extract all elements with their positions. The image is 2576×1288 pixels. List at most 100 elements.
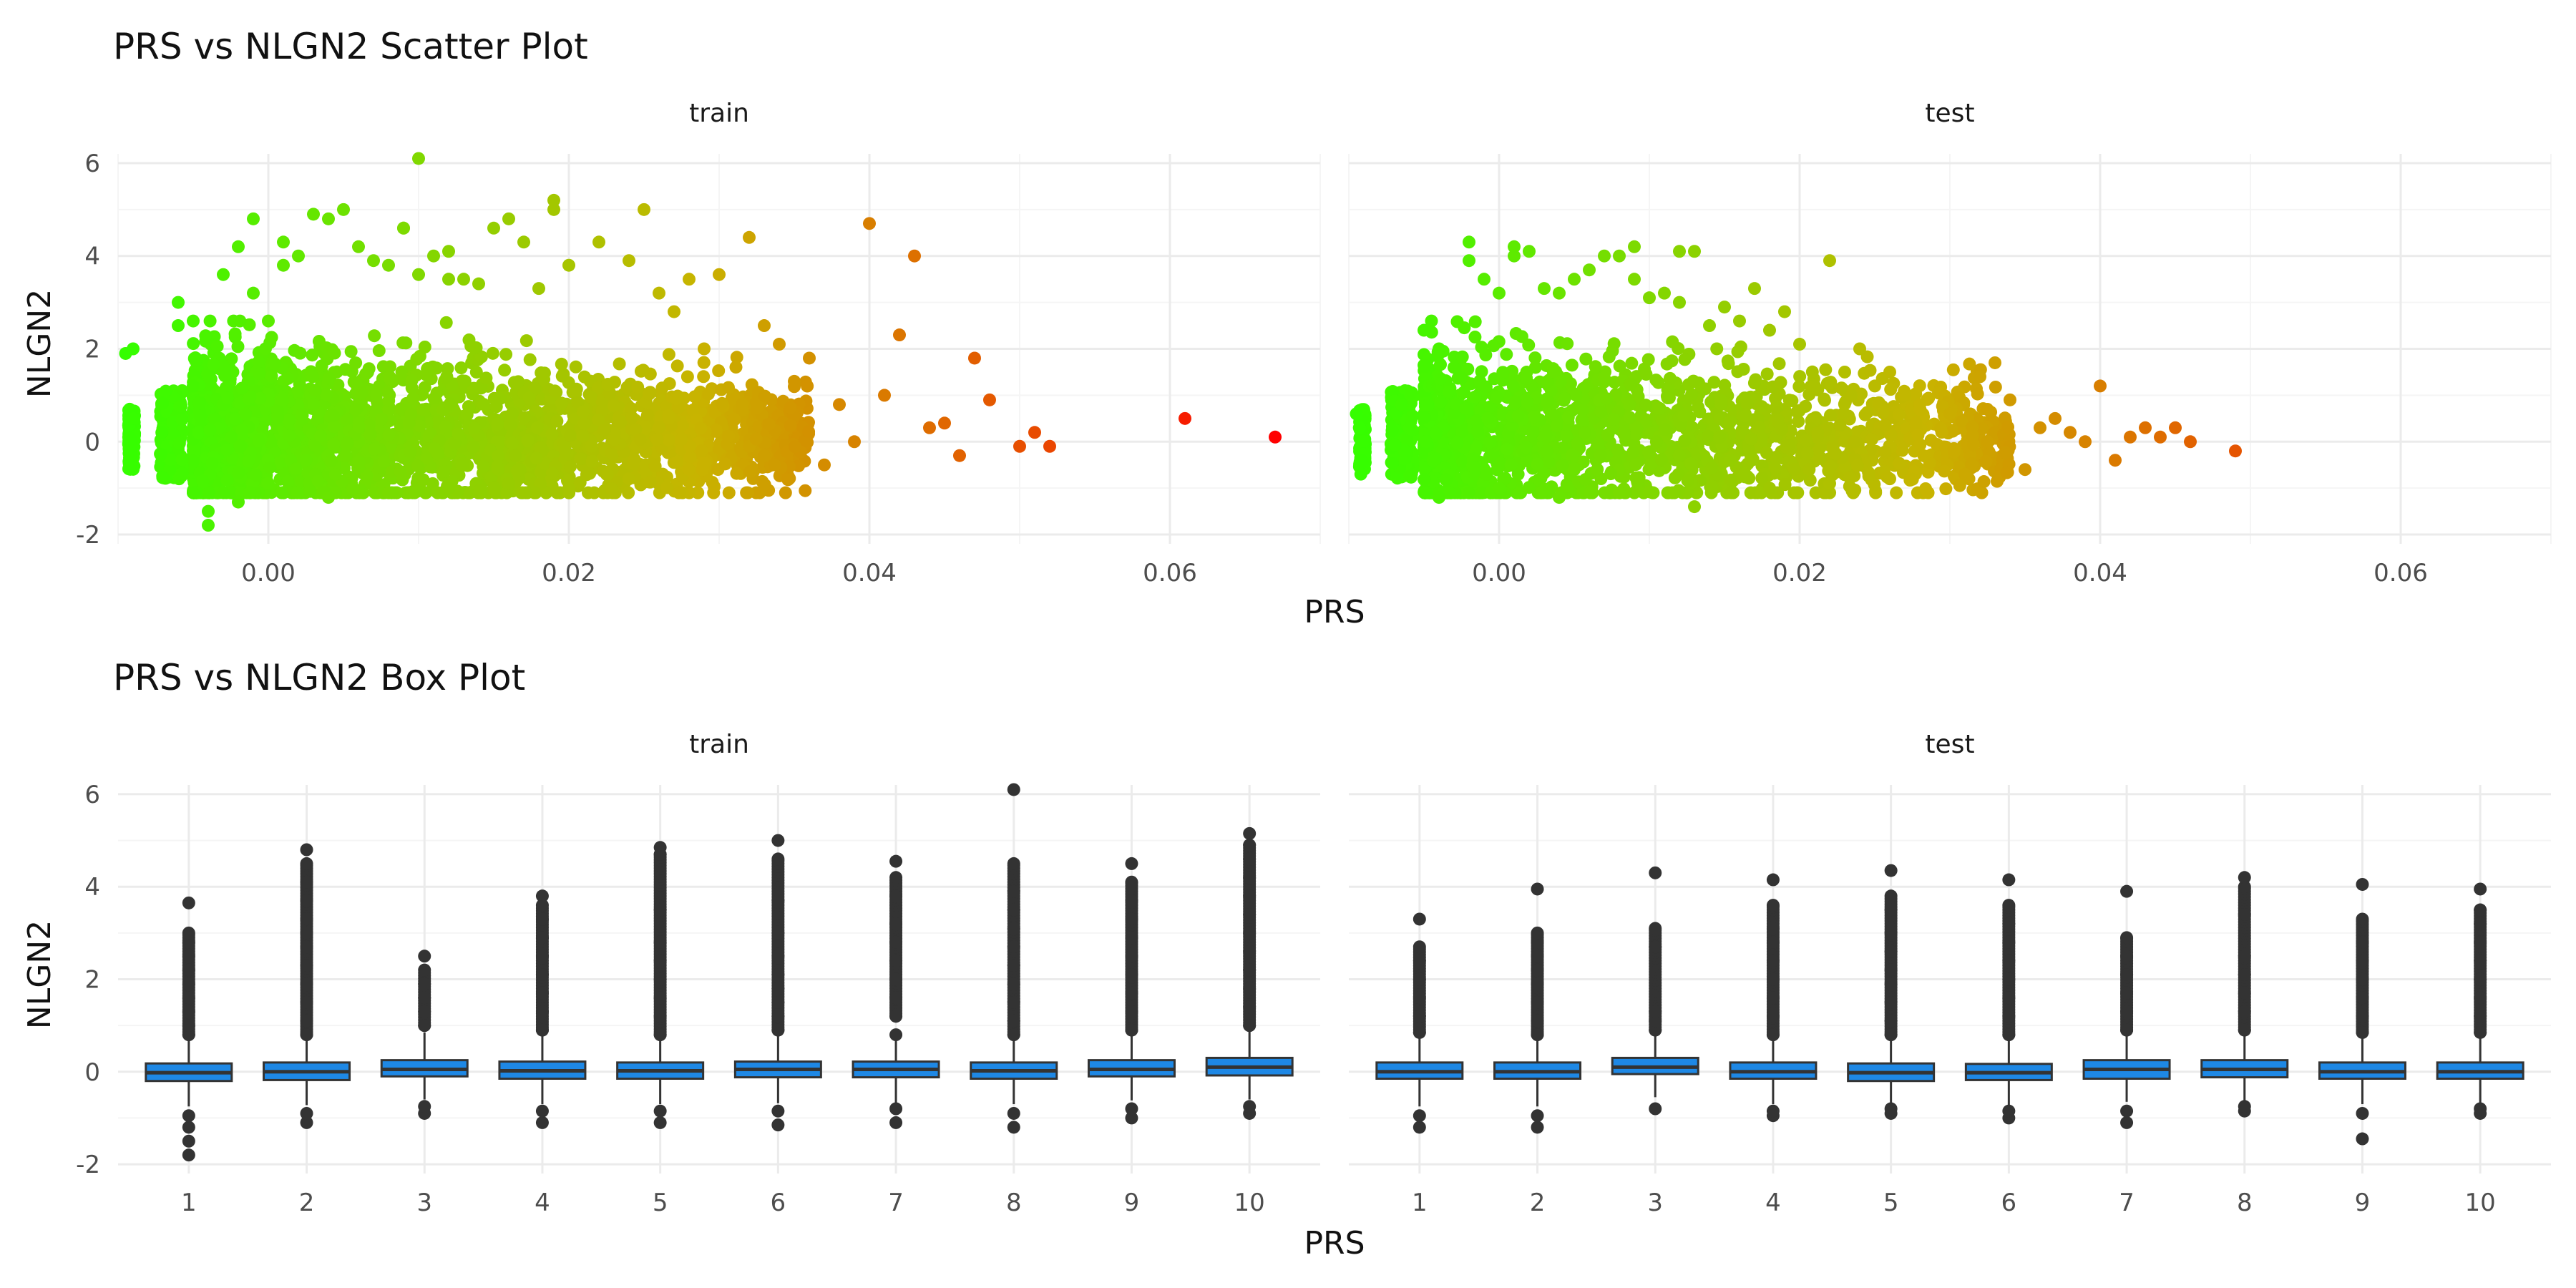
scatter-point — [718, 457, 732, 471]
scatter-point — [202, 519, 215, 532]
scatter-point — [265, 436, 278, 449]
scatter-point — [296, 407, 309, 421]
scatter-point — [643, 475, 657, 489]
scatter-point — [1654, 453, 1668, 467]
scatter-point — [577, 370, 591, 384]
scatter-point — [477, 459, 490, 473]
scatter-point — [1649, 374, 1663, 387]
scatter-point — [643, 387, 656, 401]
scatter-point — [239, 407, 253, 421]
scatter-point — [1802, 463, 1816, 477]
scatter-point — [187, 314, 200, 328]
scatter-point — [545, 427, 559, 441]
scatter-point — [743, 465, 757, 479]
scatter-point — [490, 418, 504, 431]
scatter-point — [1811, 426, 1825, 439]
scatter-point — [1800, 434, 1813, 447]
scatter-point — [220, 474, 234, 487]
scatter-point — [1566, 448, 1579, 462]
scatter-point — [472, 277, 485, 291]
scatter-point — [217, 486, 230, 499]
scatter-point — [456, 457, 469, 470]
scatter-point — [1442, 385, 1455, 399]
scatter-point — [555, 369, 569, 383]
scatter-point — [1906, 472, 1919, 486]
scatter-point — [1589, 360, 1602, 374]
scatter-point — [1989, 380, 2002, 394]
scatter-point — [584, 390, 597, 404]
scatter-point — [377, 454, 391, 468]
scatter-point — [1028, 426, 1041, 439]
scatter-point — [467, 381, 481, 395]
scatter-point — [601, 378, 615, 391]
scatter-point — [1480, 468, 1493, 482]
scatter-point — [730, 467, 743, 480]
scatter-point — [1772, 357, 1786, 371]
scatter-point — [232, 495, 245, 509]
scatter-point — [1623, 398, 1636, 411]
scatter-point — [281, 371, 295, 385]
scatter-point — [1946, 424, 1959, 438]
scatter-point — [629, 423, 643, 436]
scatter-point — [405, 374, 419, 388]
scatter-point — [235, 381, 248, 395]
scatter-point — [547, 203, 560, 216]
scatter-point — [1355, 456, 1369, 469]
scatter-point — [253, 391, 267, 405]
scatter-point — [263, 461, 277, 474]
scatter-strip-train: train — [689, 99, 749, 128]
scatter-point — [938, 416, 951, 430]
scatter-plot-title: PRS vs NLGN2 Scatter Plot — [113, 26, 588, 67]
scatter-point — [716, 396, 729, 410]
scatter-point — [384, 360, 397, 374]
scatter-point — [252, 355, 265, 369]
scatter-point — [1418, 411, 1431, 424]
scatter-point — [412, 268, 425, 281]
scatter-point — [344, 345, 358, 358]
scatter-point — [1848, 435, 1861, 449]
scatter-point — [592, 413, 605, 426]
scatter-point — [1722, 357, 1735, 371]
scatter-point — [600, 468, 614, 482]
scatter-point — [1429, 426, 1443, 440]
scatter-point — [219, 381, 233, 394]
scatter-point — [713, 268, 726, 281]
scatter-point — [473, 483, 487, 497]
scatter-point — [202, 486, 215, 499]
scatter-point — [175, 453, 189, 467]
scatter-point — [187, 337, 200, 351]
scatter-point — [1519, 441, 1533, 454]
scatter-point — [463, 486, 477, 499]
scatter-point — [1911, 428, 1925, 441]
scatter-point — [349, 403, 363, 416]
scatter-point — [1490, 391, 1503, 404]
scatter-point — [669, 392, 683, 406]
scatter-point — [196, 474, 210, 487]
scatter-point — [597, 424, 611, 437]
scatter-point — [1819, 363, 1833, 376]
scatter-point — [1629, 458, 1643, 472]
scatter-point — [1714, 393, 1727, 406]
scatter-point — [1561, 411, 1575, 424]
scatter-point — [172, 436, 186, 450]
scatter-point — [1521, 395, 1534, 409]
scatter-point — [818, 458, 831, 472]
scatter-point — [172, 319, 185, 333]
scatter-point — [431, 447, 445, 461]
scatter-point — [1624, 378, 1638, 391]
scatter-point — [564, 460, 577, 474]
scatter-point — [694, 421, 708, 435]
scatter-point — [1540, 444, 1553, 458]
scatter-point — [384, 372, 398, 386]
scatter-point — [784, 419, 797, 432]
scatter-point — [268, 357, 281, 371]
scatter-point — [1681, 474, 1694, 487]
scatter-point — [1665, 354, 1679, 368]
scatter-point — [788, 374, 801, 388]
scatter-point — [1504, 459, 1518, 472]
scatter-point — [1550, 419, 1563, 433]
scatter-point — [512, 375, 525, 389]
scatter-point — [396, 336, 410, 350]
scatter-point — [1357, 434, 1370, 448]
scatter-point — [1560, 429, 1574, 443]
